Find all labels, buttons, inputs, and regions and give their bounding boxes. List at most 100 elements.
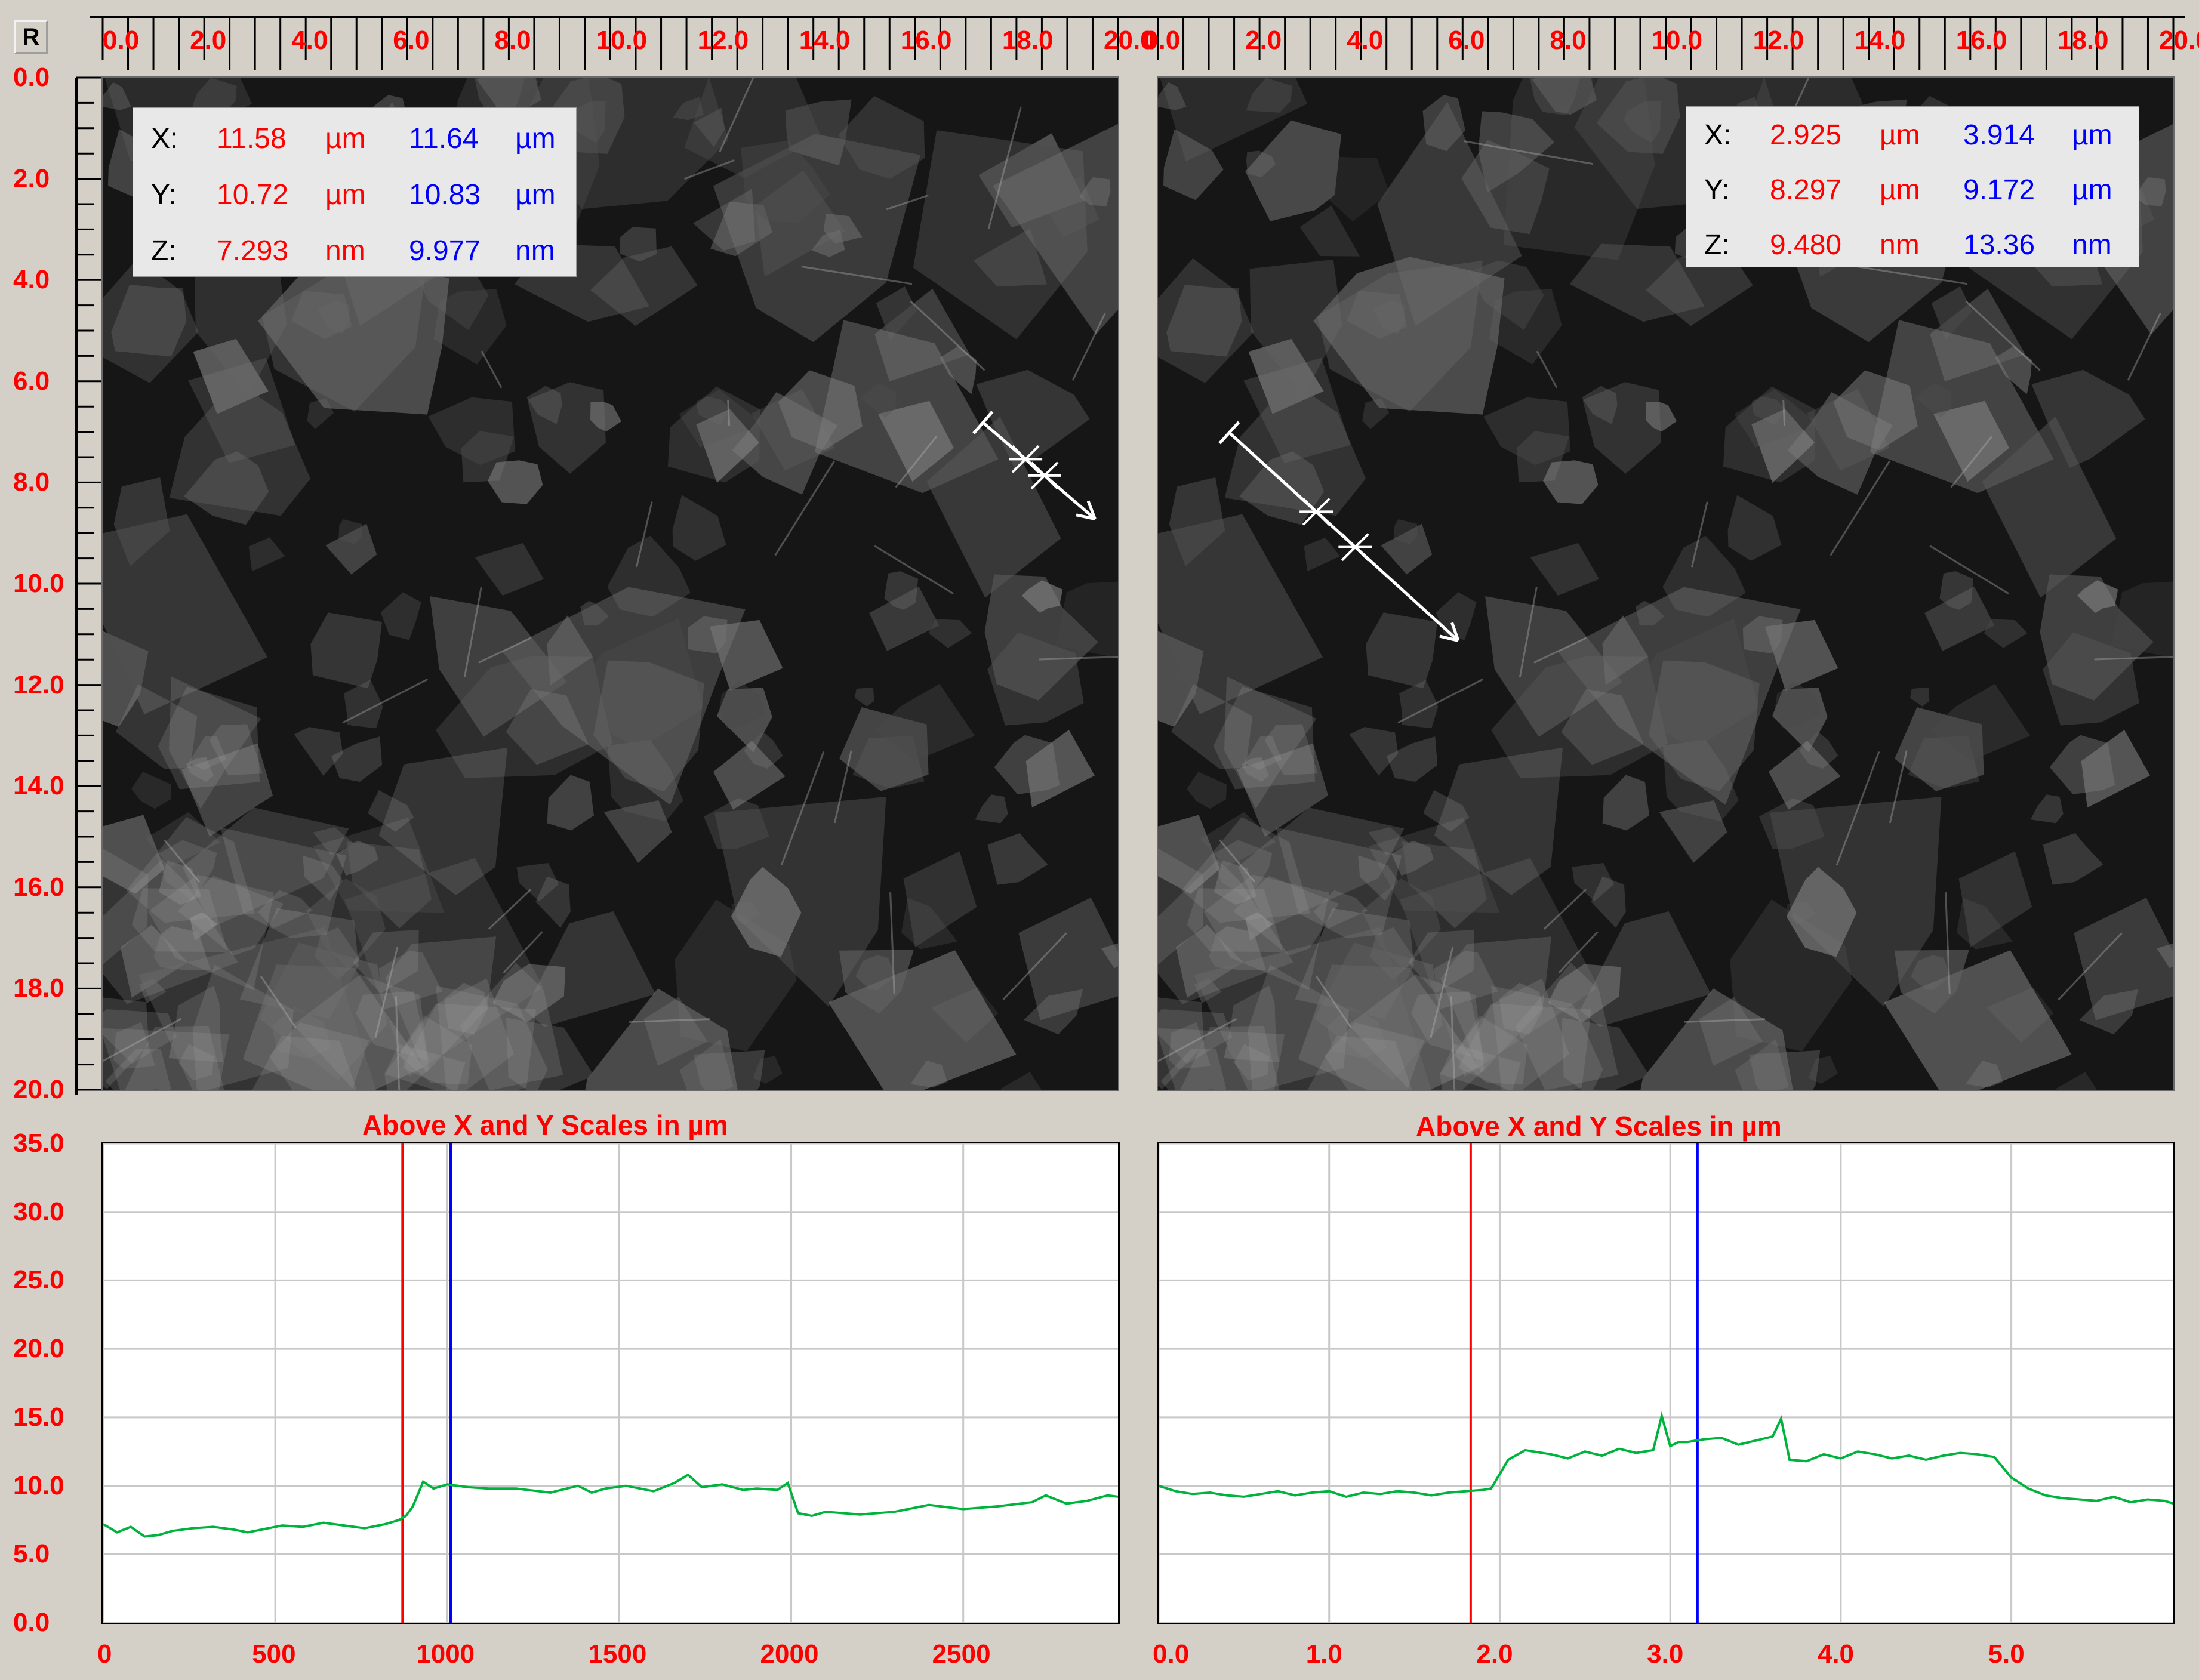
graphene-flake — [590, 246, 698, 326]
graphene-flake — [719, 681, 766, 729]
graphene-flake — [1646, 402, 1677, 432]
readout-x-red-value: 2.925 — [1770, 119, 1842, 151]
top-ruler-tick-label: 8.0 — [1550, 26, 1587, 55]
r-button[interactable]: R — [14, 20, 48, 54]
graphene-flake — [1582, 382, 1661, 474]
graphene-flake — [1636, 600, 1665, 625]
graphene-flake — [2055, 1072, 2097, 1090]
graphene-flake — [336, 840, 378, 876]
profile-chart-right — [1159, 1143, 2173, 1623]
height-profile-plot-right[interactable] — [1157, 1142, 2175, 1624]
profile-x-tick-label: 5.0 — [1988, 1639, 2025, 1669]
graphene-flake — [120, 924, 188, 998]
top-ruler-tick-label: 6.0 — [393, 26, 430, 55]
graphene-flake — [1895, 707, 1984, 791]
profile-y-tick-label: 0.0 — [13, 1608, 50, 1637]
graphene-flake — [1158, 82, 1187, 110]
graphene-flake — [812, 230, 845, 257]
top-ruler-tick-label: 10.0 — [596, 26, 648, 55]
graphene-flake — [527, 382, 606, 474]
graphene-flake — [293, 975, 429, 1090]
graphene-flake — [384, 978, 514, 1090]
graphene-flake — [2077, 580, 2118, 613]
graphene-flake — [1307, 1035, 1412, 1090]
profile-x-tick-label: 0.0 — [1153, 1639, 1190, 1669]
graphene-flake — [1515, 963, 1619, 1090]
readout-y-label: Y: — [151, 179, 177, 211]
top-ruler-tick-label: 18.0 — [2057, 26, 2109, 55]
profile-line-right[interactable] — [1158, 78, 2175, 1091]
graphene-flake — [1434, 747, 1563, 896]
graphene-flake — [1224, 676, 1317, 809]
graphene-flake — [516, 863, 559, 902]
graphene-flake — [1101, 943, 1118, 969]
profile-arrowhead — [1086, 500, 1097, 520]
flake-wrinkle — [1929, 545, 2010, 595]
graphene-flake — [1180, 1025, 1280, 1090]
graphene-flake — [1489, 289, 1562, 365]
graphene-flake — [869, 586, 940, 651]
graphene-flake — [1478, 111, 1554, 193]
graphene-flake — [884, 571, 919, 610]
graphene-flake — [568, 101, 606, 143]
graphene-flake — [1734, 389, 1819, 448]
graphene-flake — [189, 736, 227, 770]
graphene-flake — [1187, 888, 1283, 952]
graphene-flake — [975, 794, 1008, 824]
top-ruler-tick-label: 10.0 — [1651, 26, 1703, 55]
graphene-flake — [593, 660, 704, 792]
flake-wrinkle — [801, 266, 913, 285]
graphene-flake — [103, 859, 238, 1004]
flake-wrinkle — [635, 501, 653, 568]
graphene-flake — [1995, 346, 2032, 394]
graphene-flake — [547, 775, 594, 831]
graphene-flake — [1930, 683, 2031, 761]
graphene-flake — [1214, 860, 1256, 905]
graphene-flake — [2081, 729, 2150, 808]
readout-z-red-value: 7.293 — [217, 235, 289, 267]
graphene-flake — [815, 320, 999, 494]
graphene-flake — [184, 451, 269, 525]
graphene-flake — [1982, 416, 2117, 598]
readout-y-red-unit: µm — [325, 179, 366, 211]
graphene-flake — [474, 78, 525, 116]
graphene-flake — [940, 346, 977, 394]
profile-y-tick-label: 20.0 — [13, 1334, 64, 1364]
graphene-flake — [1543, 460, 1599, 504]
graphene-flake — [1561, 1018, 1649, 1090]
readout-z-blue-value: 9.977 — [409, 235, 481, 267]
profile-line-left[interactable] — [103, 78, 1119, 1091]
graphene-flake — [178, 1044, 214, 1081]
graphene-flake — [190, 78, 237, 113]
graphene-flake — [928, 619, 972, 648]
graphene-flake — [1735, 1038, 1789, 1090]
flake-wrinkle — [1002, 932, 1067, 1001]
graphene-flake — [672, 495, 726, 561]
graphene-flake — [220, 827, 347, 938]
height-profile-plot-left[interactable] — [101, 1142, 1120, 1624]
graphene-flake — [209, 724, 263, 775]
graphene-flake — [753, 1056, 783, 1084]
profile-y-tick-label: 30.0 — [13, 1197, 64, 1226]
graphene-flake — [1366, 612, 1437, 689]
flake-wrinkle — [481, 350, 503, 389]
graphene-flake — [1569, 243, 1705, 322]
top-ruler-tick-label: 20.0 — [1104, 26, 1155, 55]
graphene-flake — [755, 170, 845, 277]
flake-wrinkle — [1158, 1018, 1237, 1062]
graphene-flake — [717, 688, 772, 753]
graphene-flake — [1171, 684, 1253, 769]
flake-wrinkle — [727, 400, 731, 426]
graphene-flake — [1649, 660, 1760, 792]
graphene-flake — [778, 370, 863, 451]
graphene-flake — [485, 78, 540, 108]
top-ruler-tick-label: 0.0 — [103, 26, 140, 55]
graphene-flake — [1602, 775, 1649, 831]
graphene-flake — [353, 930, 419, 994]
graphene-flake — [1324, 1022, 1425, 1090]
graphene-flake — [1808, 1056, 1838, 1084]
flake-wrinkle — [719, 78, 754, 152]
readout-x-blue-unit: µm — [2072, 119, 2112, 151]
graphene-flake — [181, 743, 273, 837]
readout-x-label: X: — [1704, 119, 1732, 151]
